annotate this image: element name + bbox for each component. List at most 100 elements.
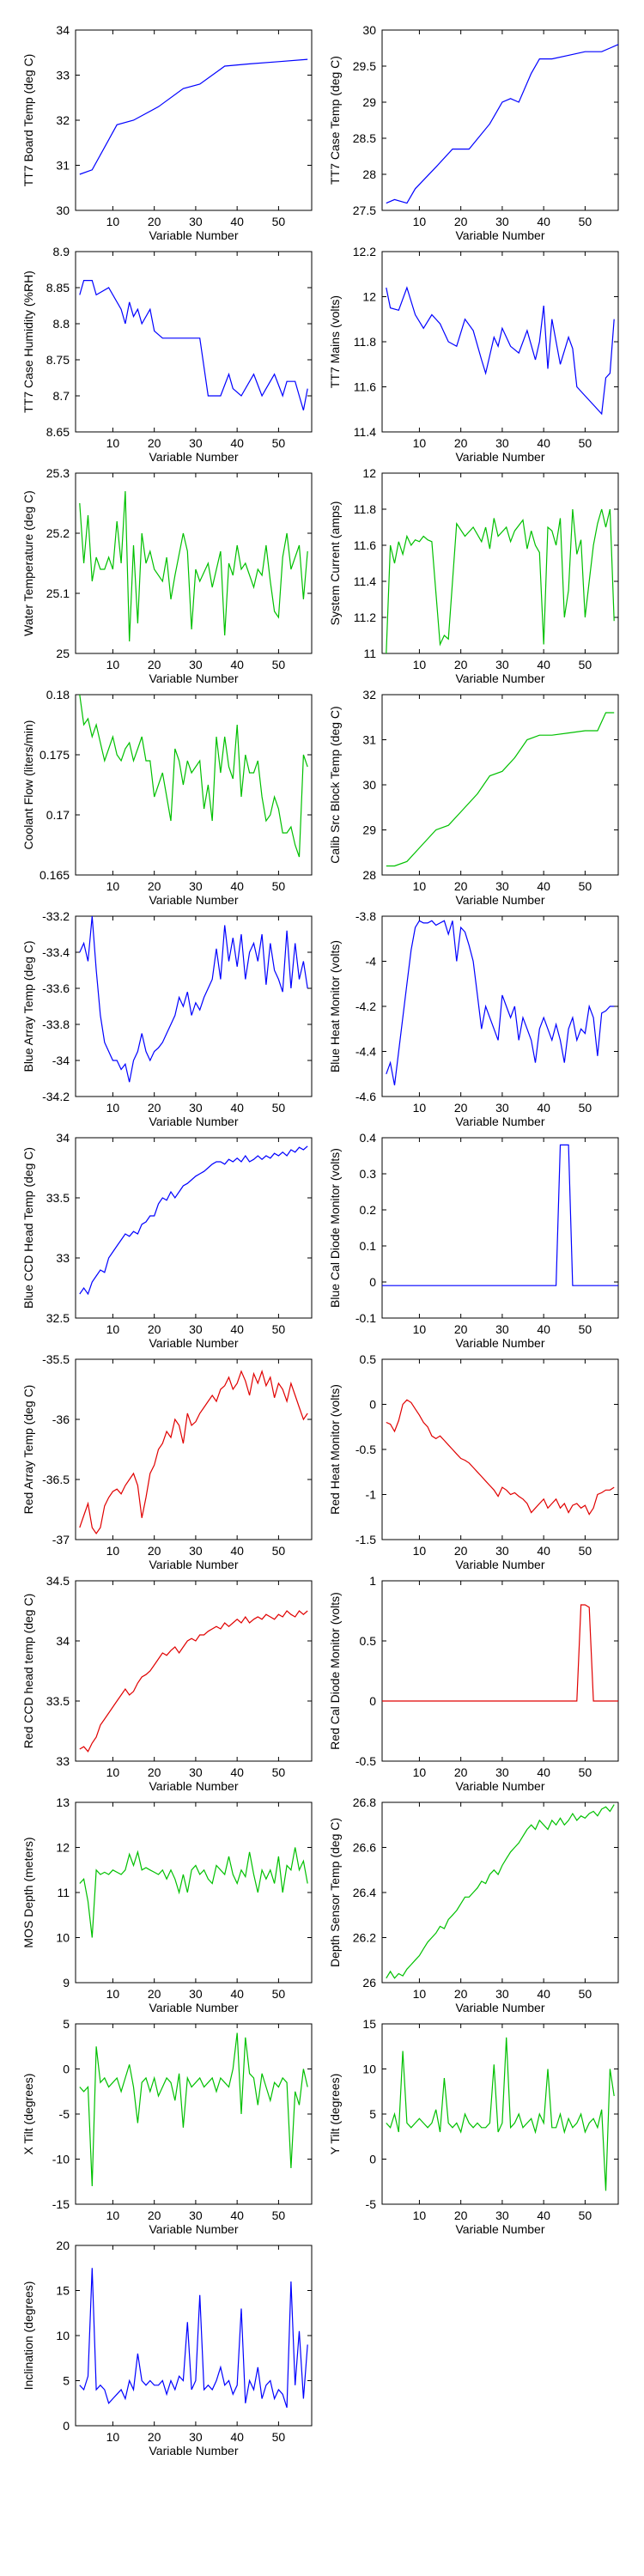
y-tick-label: 0	[63, 2063, 70, 2076]
y-tick-label: 5	[369, 2107, 376, 2121]
y-tick-label: 11.6	[354, 538, 376, 552]
x-axis-label: Variable Number	[149, 893, 238, 907]
x-tick-label: 30	[189, 1765, 203, 1779]
x-tick-label: 40	[230, 2430, 244, 2444]
x-tick-label: 40	[230, 2208, 244, 2222]
x-tick-label: 20	[148, 1987, 161, 2001]
x-tick-label: 50	[272, 215, 286, 228]
x-axis-label: Variable Number	[149, 1115, 238, 1128]
x-tick-label: 10	[413, 1544, 427, 1558]
y-tick-label: 26.6	[353, 1841, 376, 1855]
y-tick-label: 0.5	[360, 1352, 377, 1366]
x-tick-label: 50	[579, 658, 592, 671]
y-tick-label: 8.65	[46, 425, 70, 439]
chart-panel: 10 20 30 40 50 8.65 8.7 8.75 8.8 8.85 8.9 Variable …	[21, 245, 313, 464]
y-tick-label: 12.2	[353, 245, 376, 258]
chart-panel: 10 20 30 40 50 25 25.1 25.2 25.3 Variable Number W…	[21, 466, 313, 685]
x-tick-label: 30	[189, 879, 203, 893]
y-tick-label: -33.8	[42, 1018, 70, 1031]
y-tick-label: 26	[362, 1976, 376, 1990]
y-axis-label: Red Heat Monitor (volts)	[328, 1384, 342, 1515]
y-tick-label: 30	[56, 204, 70, 217]
y-tick-label: 8.8	[53, 317, 70, 331]
y-tick-label: 11.8	[354, 335, 376, 349]
y-axis-label: TT7 Mains (volts)	[328, 295, 342, 388]
y-axis-label: Red Array Temp (deg C)	[21, 1385, 35, 1515]
series-line	[79, 58, 308, 175]
y-tick-label: 27.5	[353, 204, 376, 217]
x-tick-label: 30	[495, 2208, 509, 2222]
series-line	[79, 2032, 308, 2187]
x-axis-label: Variable Number	[149, 671, 238, 685]
y-tick-label: -36.5	[42, 1473, 70, 1486]
x-tick-label: 50	[272, 2430, 286, 2444]
x-tick-label: 50	[272, 2208, 286, 2222]
y-tick-label: 34	[56, 1131, 70, 1145]
y-tick-label: -5	[59, 2107, 70, 2121]
x-tick-label: 10	[106, 2430, 120, 2444]
y-tick-label: 26.2	[353, 1931, 376, 1945]
y-tick-label: 28	[362, 868, 376, 882]
y-tick-label: 25	[56, 647, 70, 660]
y-tick-label: 0.3	[360, 1167, 377, 1181]
x-tick-label: 30	[495, 1322, 509, 1336]
x-tick-label: 20	[454, 1322, 468, 1336]
x-axis-label: Variable Number	[149, 2001, 238, 2014]
plot-frame	[381, 1580, 619, 1762]
x-axis-label: Variable Number	[149, 228, 238, 242]
x-axis-label: Variable Number	[455, 2222, 544, 2236]
plot-frame	[75, 472, 313, 654]
y-axis-label: X Tilt (degrees)	[21, 2074, 35, 2155]
x-tick-label: 20	[148, 436, 161, 450]
y-tick-label: 8.7	[53, 389, 70, 403]
y-tick-label: 30	[362, 23, 376, 37]
y-tick-label: 26.8	[353, 1795, 376, 1809]
series-line	[79, 695, 308, 858]
y-axis-label: Depth Sensor Temp (deg C)	[328, 1818, 342, 1967]
x-tick-label: 20	[148, 658, 161, 671]
y-tick-label: 1	[369, 1574, 376, 1588]
x-tick-label: 40	[230, 1101, 244, 1115]
y-tick-label: 29	[362, 823, 376, 837]
x-tick-label: 10	[413, 658, 427, 671]
y-axis-label: Red Cal Diode Monitor (volts)	[328, 1592, 342, 1750]
y-tick-label: -33.4	[42, 945, 70, 959]
plot-frame	[75, 1801, 313, 1984]
y-axis-label: TT7 Case Temp (deg C)	[328, 56, 342, 185]
y-tick-label: 20	[56, 2239, 70, 2252]
y-tick-label: -0.5	[355, 1754, 376, 1768]
x-tick-label: 30	[495, 436, 509, 450]
x-axis-label: Variable Number	[149, 1336, 238, 1350]
series-line	[79, 1369, 308, 1535]
y-tick-label: -0.1	[355, 1311, 376, 1325]
plot-frame	[75, 915, 313, 1097]
y-tick-label: 0.1	[360, 1239, 377, 1253]
x-tick-label: 40	[537, 2208, 550, 2222]
chart-panel: 10 20 30 40 50 30 31 32 33 34 Variable Number TT7 B…	[21, 23, 313, 242]
y-tick-label: 11.8	[354, 502, 376, 516]
y-tick-label: 11	[57, 1886, 70, 1899]
x-tick-label: 10	[413, 2208, 427, 2222]
x-axis-label: Variable Number	[149, 2444, 238, 2458]
y-tick-label: 33.5	[46, 1694, 70, 1708]
x-tick-label: 50	[272, 436, 286, 450]
x-axis-label: Variable Number	[149, 450, 238, 464]
plot-frame	[381, 251, 619, 433]
y-tick-label: -37	[52, 1533, 70, 1546]
plot-frame	[75, 1137, 313, 1319]
y-tick-label: 12	[362, 466, 376, 480]
series-line	[79, 280, 308, 410]
x-tick-label: 20	[454, 879, 468, 893]
series-line	[79, 1847, 308, 1938]
plot-frame	[381, 1801, 619, 1984]
y-tick-label: 0	[369, 1694, 376, 1708]
y-tick-label: 15	[56, 2284, 70, 2298]
y-tick-label: 25.3	[46, 466, 70, 480]
y-tick-label: 0	[63, 2419, 70, 2433]
y-axis-label: Blue Cal Diode Monitor (volts)	[328, 1148, 342, 1308]
x-tick-label: 30	[495, 215, 509, 228]
y-tick-label: -36	[52, 1413, 70, 1426]
x-tick-label: 50	[272, 1544, 286, 1558]
